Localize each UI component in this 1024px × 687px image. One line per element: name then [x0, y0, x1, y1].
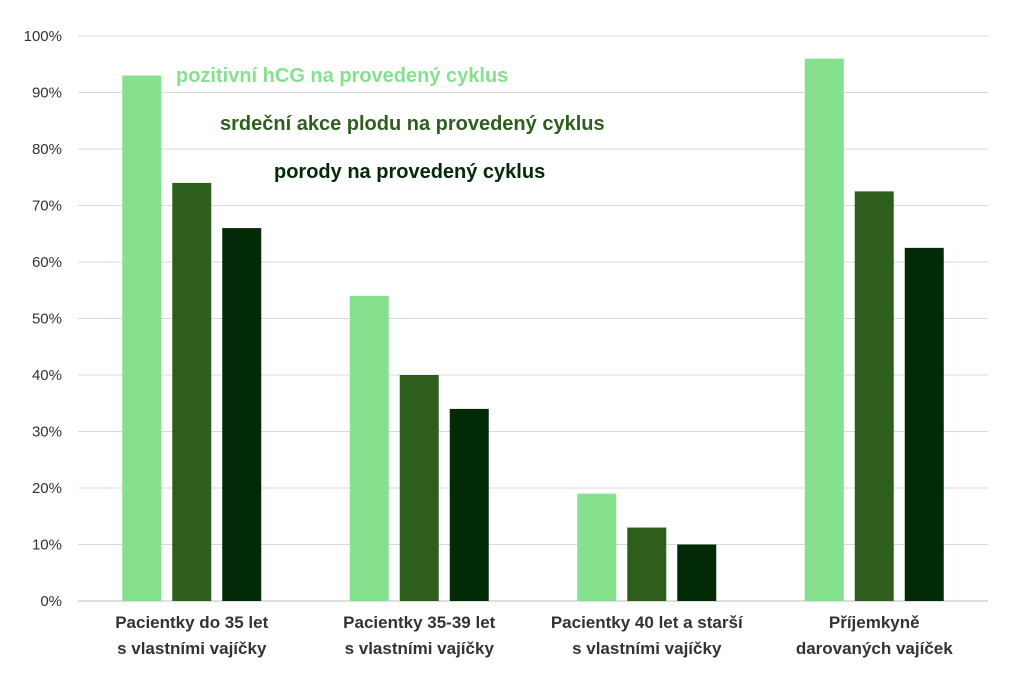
y-tick-label: 30% [32, 424, 62, 441]
bar [854, 191, 894, 601]
bar [577, 493, 617, 601]
x-category-label-line: s vlastními vajíčky [572, 639, 722, 658]
x-category-label: Pacientky 35-39 let s vlastními vajíčky [343, 613, 495, 658]
y-tick-label: 20% [32, 480, 62, 497]
legend-entry: porody na provedený cyklus [274, 161, 545, 183]
x-category-label-line: Pacientky do 35 let [115, 613, 268, 632]
bars [122, 58, 944, 602]
x-category-label-line: s vlastními vajíčky [345, 639, 495, 658]
y-tick-label: 90% [32, 85, 62, 102]
x-category-label-line: darovaných vajíček [796, 639, 953, 658]
x-category-label-line: Příjemkyně [829, 613, 920, 632]
y-tick-label: 70% [32, 198, 62, 215]
legend-entry: srdeční akce plodu na provedený cyklus [220, 113, 605, 135]
bar [122, 75, 162, 602]
y-axis-ticks: 0% 10% 20% 30% 40% 50% 60% 70% 80% 90% 100% [24, 28, 62, 610]
x-axis-categories: Pacientky do 35 let s vlastními vajíčkyPa… [115, 613, 953, 658]
bar [222, 228, 262, 601]
bar [349, 295, 389, 601]
y-tick-label: 50% [32, 311, 62, 328]
y-tick-label: 60% [32, 254, 62, 271]
y-tick-label: 100% [24, 28, 62, 45]
x-category-label-line: s vlastními vajíčky [117, 639, 267, 658]
x-category-label: Příjemkyně darovaných vajíček [796, 613, 953, 658]
legend: pozitivní hCG na provedený cyklus srdeční… [176, 65, 605, 183]
y-tick-label: 40% [32, 367, 62, 384]
x-category-label: Pacientky 40 let a starší s vlastními vaj… [551, 613, 744, 658]
y-tick-label: 80% [32, 141, 62, 158]
bar [904, 247, 944, 601]
x-category-label: Pacientky do 35 let s vlastními vajíčky [115, 613, 268, 658]
bar [399, 375, 439, 601]
bar [172, 182, 212, 601]
bar [627, 527, 667, 601]
bar [677, 544, 717, 601]
x-category-label-line: Pacientky 40 let a starší [551, 613, 744, 632]
x-category-label-line: Pacientky 35-39 let [343, 613, 495, 632]
bar [449, 408, 489, 601]
y-tick-label: 10% [32, 537, 62, 554]
y-tick-label: 0% [40, 593, 62, 610]
bar [804, 58, 844, 602]
legend-entry: pozitivní hCG na provedený cyklus [176, 65, 508, 87]
